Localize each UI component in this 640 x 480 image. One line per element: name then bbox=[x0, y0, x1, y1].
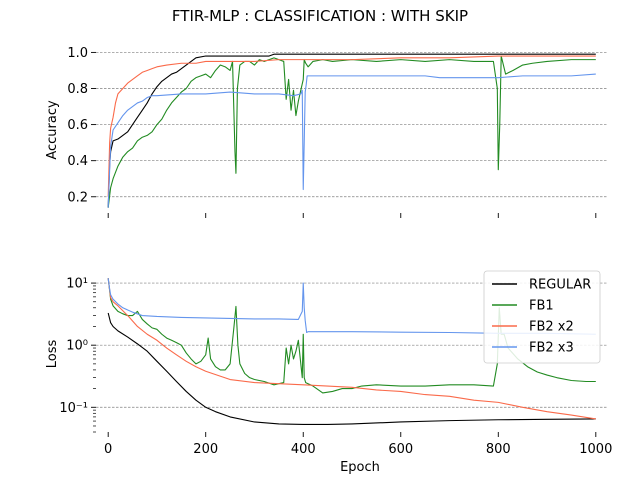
loss-ylabel: Loss bbox=[45, 340, 60, 369]
xtick-label: 1000 bbox=[579, 442, 612, 457]
accuracy-ytick-label: 0.6 bbox=[67, 118, 88, 133]
xtick-label: 400 bbox=[291, 442, 316, 457]
accuracy-series-fb1 bbox=[107, 55, 596, 208]
accuracy-ytick-label: 0.8 bbox=[67, 82, 88, 97]
loss-series-fb2-x2 bbox=[107, 278, 596, 420]
legend: REGULAR FB1 FB2 x2 FB2 x3 bbox=[483, 270, 601, 364]
legend-label-fb1: FB1 bbox=[529, 299, 554, 314]
xtick-label: 800 bbox=[486, 442, 511, 457]
legend-box bbox=[483, 270, 601, 364]
loss-series-fb2-x3 bbox=[107, 278, 596, 335]
xtick-label: 0 bbox=[104, 442, 112, 457]
accuracy-ytick-label: 0.2 bbox=[67, 190, 88, 205]
xtick-label: 600 bbox=[388, 442, 413, 457]
legend-label-fb2-x3: FB2 x3 bbox=[529, 341, 574, 356]
accuracy-ytick-label: 1.0 bbox=[67, 46, 88, 61]
legend-label-regular: REGULAR bbox=[529, 278, 591, 293]
xlabel: Epoch bbox=[340, 460, 380, 475]
chart-title: FTIR-MLP : CLASSIFICATION : WITH SKIP bbox=[172, 7, 468, 25]
xtick-label: 200 bbox=[193, 442, 218, 457]
loss-panel: 10⁻¹ 10⁰ 10¹ 0 200 400 600 800 1000 Loss bbox=[45, 277, 612, 457]
loss-ytick-label: 10⁻¹ bbox=[59, 401, 88, 416]
accuracy-series-regular bbox=[107, 53, 596, 208]
accuracy-ytick-label: 0.4 bbox=[67, 154, 88, 169]
loss-series-regular bbox=[107, 312, 596, 425]
accuracy-series-fb2-x2 bbox=[107, 55, 596, 197]
loss-ytick-label: 10¹ bbox=[66, 277, 88, 292]
accuracy-series-fb2-x3 bbox=[107, 73, 596, 208]
loss-ytick-label: 10⁰ bbox=[66, 339, 88, 354]
accuracy-ylabel: Accuracy bbox=[45, 100, 60, 160]
legend-label-fb2-x2: FB2 x2 bbox=[529, 320, 574, 335]
loss-minor-ticks bbox=[93, 285, 96, 433]
accuracy-panel: 0.2 0.4 0.6 0.8 1.0 Accuracy bbox=[45, 46, 608, 218]
